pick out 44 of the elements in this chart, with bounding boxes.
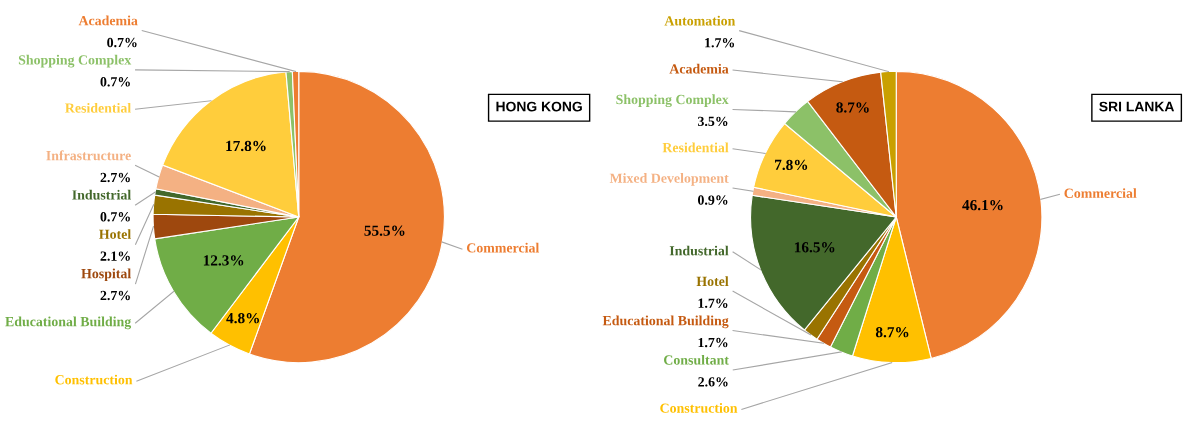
text: SRI LANKA — [1099, 101, 1175, 112]
slice-label: Mixed Development — [609, 173, 729, 186]
text: HONG KONG — [496, 101, 582, 112]
data-label: 4.8% — [226, 312, 259, 324]
data-label: 3.5% — [697, 116, 728, 127]
data-label: 1.7% — [698, 298, 728, 308]
data-label: 2.1% — [100, 251, 130, 261]
slice-label: Consultant — [664, 354, 729, 365]
slice-label: Commercial — [1064, 188, 1137, 198]
slice-label: Industrial — [72, 189, 131, 200]
data-label: 8.7% — [875, 327, 909, 338]
slice-label: Construction — [660, 403, 738, 413]
data-label: 16.5% — [794, 242, 835, 253]
slice-label: Educational Building — [5, 316, 132, 330]
data-label: 55.5% — [364, 225, 405, 236]
data-label: 0.9% — [698, 195, 728, 205]
slice-label: Academia — [669, 63, 729, 74]
slice-label: Commercial — [466, 242, 540, 253]
data-label: 2.7% — [100, 290, 130, 301]
slice-label: Shopping Complex — [18, 54, 132, 68]
data-label: 1.7% — [698, 337, 728, 348]
slice-label: Academia — [78, 15, 138, 26]
slice-label: Residential — [662, 142, 729, 153]
slice-label: Shopping Complex — [616, 94, 729, 108]
data-label: 1.7% — [705, 38, 735, 48]
data-label: 7.8% — [775, 159, 808, 171]
data-label: 2.7% — [100, 172, 130, 183]
data-label: 12.3% — [203, 255, 244, 266]
slice-label: Educational Building — [602, 315, 729, 329]
slice-label: Industrial — [669, 245, 729, 256]
slice-label: Residential — [65, 102, 131, 113]
data-label: 2.6% — [698, 377, 728, 387]
data-label: 46.1% — [962, 199, 1003, 211]
slice-label: Hospital — [81, 268, 131, 282]
slice-label: Automation — [664, 15, 736, 26]
data-label: 0.7% — [107, 37, 137, 48]
data-label: 17.8% — [226, 140, 266, 152]
slice-label: Hotel — [696, 276, 729, 287]
slice-label: Infrastructure — [46, 150, 131, 161]
data-label: 0.7% — [100, 212, 130, 222]
data-label: 0.7% — [100, 77, 130, 87]
data-label: 8.7% — [836, 102, 869, 113]
slice-label: Hotel — [99, 229, 131, 239]
slice-label: Construction — [55, 374, 133, 385]
